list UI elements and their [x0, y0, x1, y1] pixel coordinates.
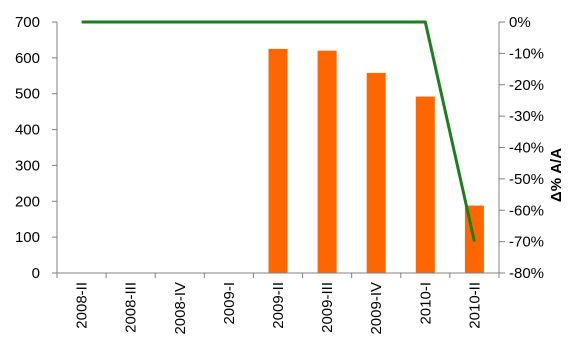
x-tick-label: 2009-IV — [368, 282, 385, 335]
y-right-title: Δ% A/A — [548, 148, 565, 202]
y-right-tick-label: -40% — [509, 140, 544, 157]
bar — [415, 96, 435, 273]
y-right-tick-label: -10% — [509, 45, 544, 62]
x-tick-label: 2008-II — [74, 282, 91, 329]
bar-series — [268, 48, 484, 274]
axes — [52, 21, 505, 278]
y-left-tick-label: 200 — [15, 193, 40, 210]
x-tick-label: 2009-II — [270, 282, 287, 329]
bar — [317, 50, 337, 274]
y-left-tick-label: 300 — [15, 157, 40, 174]
x-tick-label: 2010-II — [466, 282, 483, 329]
y-right-tick-label: -80% — [509, 265, 544, 282]
y-left-tick-label: 500 — [15, 86, 40, 103]
bar — [366, 72, 386, 274]
y-right-tick-label: -20% — [509, 77, 544, 94]
y-left-tick-label: 700 — [15, 14, 40, 31]
y-left-tick-label: 600 — [15, 50, 40, 67]
y-right-tick-label: -60% — [509, 202, 544, 219]
y-right-tick-label: -70% — [509, 234, 544, 251]
y-right-tick-label: 0% — [509, 14, 531, 31]
y-left-tick-label: 0 — [32, 265, 40, 282]
x-tick-label: 2009-III — [319, 282, 336, 333]
y-right-tick-label: -30% — [509, 108, 544, 125]
bar — [268, 48, 288, 274]
x-tick-label: 2008-III — [123, 282, 140, 333]
y-left-tick-label: 400 — [15, 122, 40, 139]
tick-labels: 0 100 200 300 400 500 600 700 -80% -70% -60% -50% -4… — [15, 14, 544, 335]
x-tick-label: 2009-I — [221, 282, 238, 325]
x-tick-label: 2008-IV — [172, 282, 189, 335]
line-series — [81, 20, 476, 242]
y-left-tick-label: 100 — [15, 229, 40, 246]
x-tick-label: 2010-I — [417, 282, 434, 325]
line-path — [81, 20, 476, 242]
y-right-tick-label: -50% — [509, 171, 544, 188]
